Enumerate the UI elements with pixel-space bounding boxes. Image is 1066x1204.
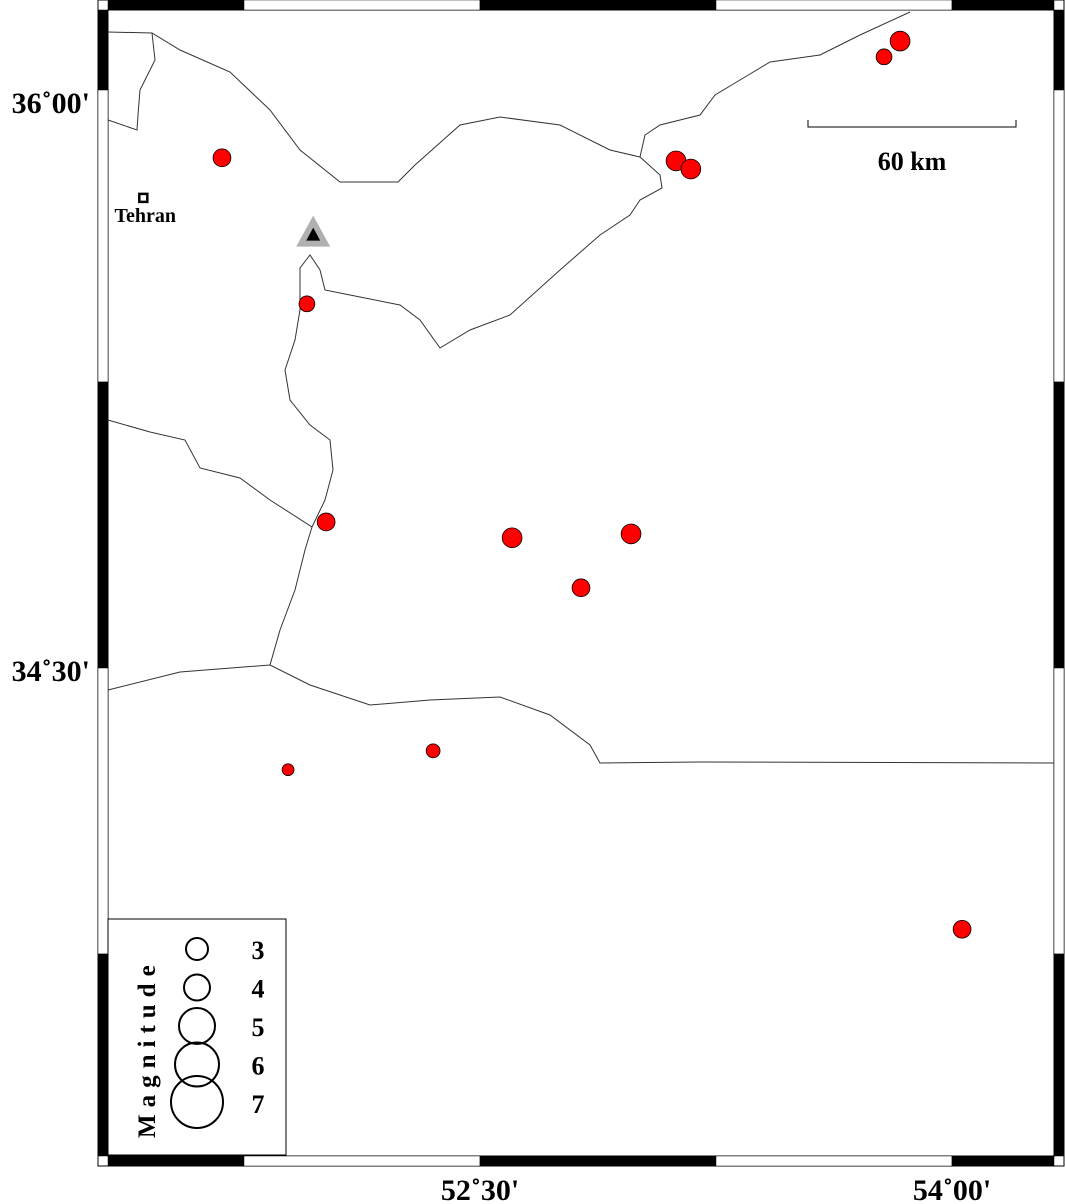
magnitude-legend: Magnitude 3 4 5 6 7 — [107, 918, 287, 1156]
earthquake-event — [212, 148, 232, 168]
province-boundary — [107, 664, 1055, 764]
frame-stripe — [1053, 667, 1065, 955]
frame-stripe — [715, 1155, 953, 1167]
legend-circle — [174, 1041, 220, 1088]
frame-stripe — [97, 89, 109, 383]
legend-circle — [170, 1075, 224, 1129]
legend-label: 7 — [252, 1090, 265, 1119]
earthquake-event — [571, 578, 591, 598]
earthquake-event — [425, 743, 441, 759]
frame-stripe — [97, 381, 109, 669]
frame-stripe — [107, 0, 245, 11]
legend-circle — [183, 973, 211, 1002]
legend-circle — [178, 1007, 216, 1045]
legend-label: 3 — [252, 936, 265, 965]
frame-stripe — [951, 0, 1055, 11]
frame-stripe — [243, 0, 481, 11]
events-layer — [212, 30, 972, 939]
earthquake-event — [620, 523, 642, 545]
city-marker-tehran: Tehran — [115, 192, 177, 227]
frame-stripe — [479, 0, 717, 11]
frame-stripe — [97, 667, 109, 955]
frame-stripe — [1053, 381, 1065, 669]
frame-stripe — [243, 1155, 481, 1167]
city-label: Tehran — [115, 205, 177, 227]
frame-stripe — [97, 9, 109, 91]
lat-tick-label: 34˚30' — [12, 655, 90, 688]
lon-tick-label: 52˚30' — [441, 1174, 519, 1204]
frame-stripe — [1053, 9, 1065, 91]
city-square-icon — [138, 192, 149, 204]
province-boundary — [107, 32, 156, 131]
earthquake-event — [680, 158, 702, 180]
coastline-boundary — [107, 11, 911, 183]
earthquake-event — [889, 30, 911, 52]
lon-tick-label: 54˚00' — [913, 1174, 991, 1204]
frame-stripe — [715, 0, 953, 11]
scale-bar-label: 60 km — [878, 147, 947, 176]
boundaries — [107, 11, 1055, 764]
lat-tick-label: 36˚00' — [12, 87, 90, 120]
legend-circle — [185, 937, 209, 961]
frame-stripe — [951, 1155, 1055, 1167]
frame-stripe — [479, 1155, 717, 1167]
province-boundary — [284, 156, 663, 528]
earthquake-event — [281, 763, 295, 777]
scale-bar: 60 km — [807, 120, 1017, 176]
earthquake-event — [501, 527, 523, 549]
earthquake-event — [875, 48, 893, 66]
legend-title: Magnitude — [134, 958, 161, 1138]
frame-stripe — [97, 953, 109, 1157]
legend-label: 6 — [252, 1052, 265, 1081]
frame-stripe — [1053, 953, 1065, 1157]
frame-stripe — [107, 1155, 245, 1167]
earthquake-event — [952, 919, 972, 939]
station-triangle-icon — [296, 215, 331, 247]
earthquake-event — [316, 512, 336, 532]
legend-label: 4 — [252, 975, 265, 1004]
earthquake-event — [298, 295, 316, 313]
legend-label: 5 — [252, 1013, 265, 1042]
province-boundary — [107, 419, 313, 666]
frame-stripe — [1053, 89, 1065, 383]
